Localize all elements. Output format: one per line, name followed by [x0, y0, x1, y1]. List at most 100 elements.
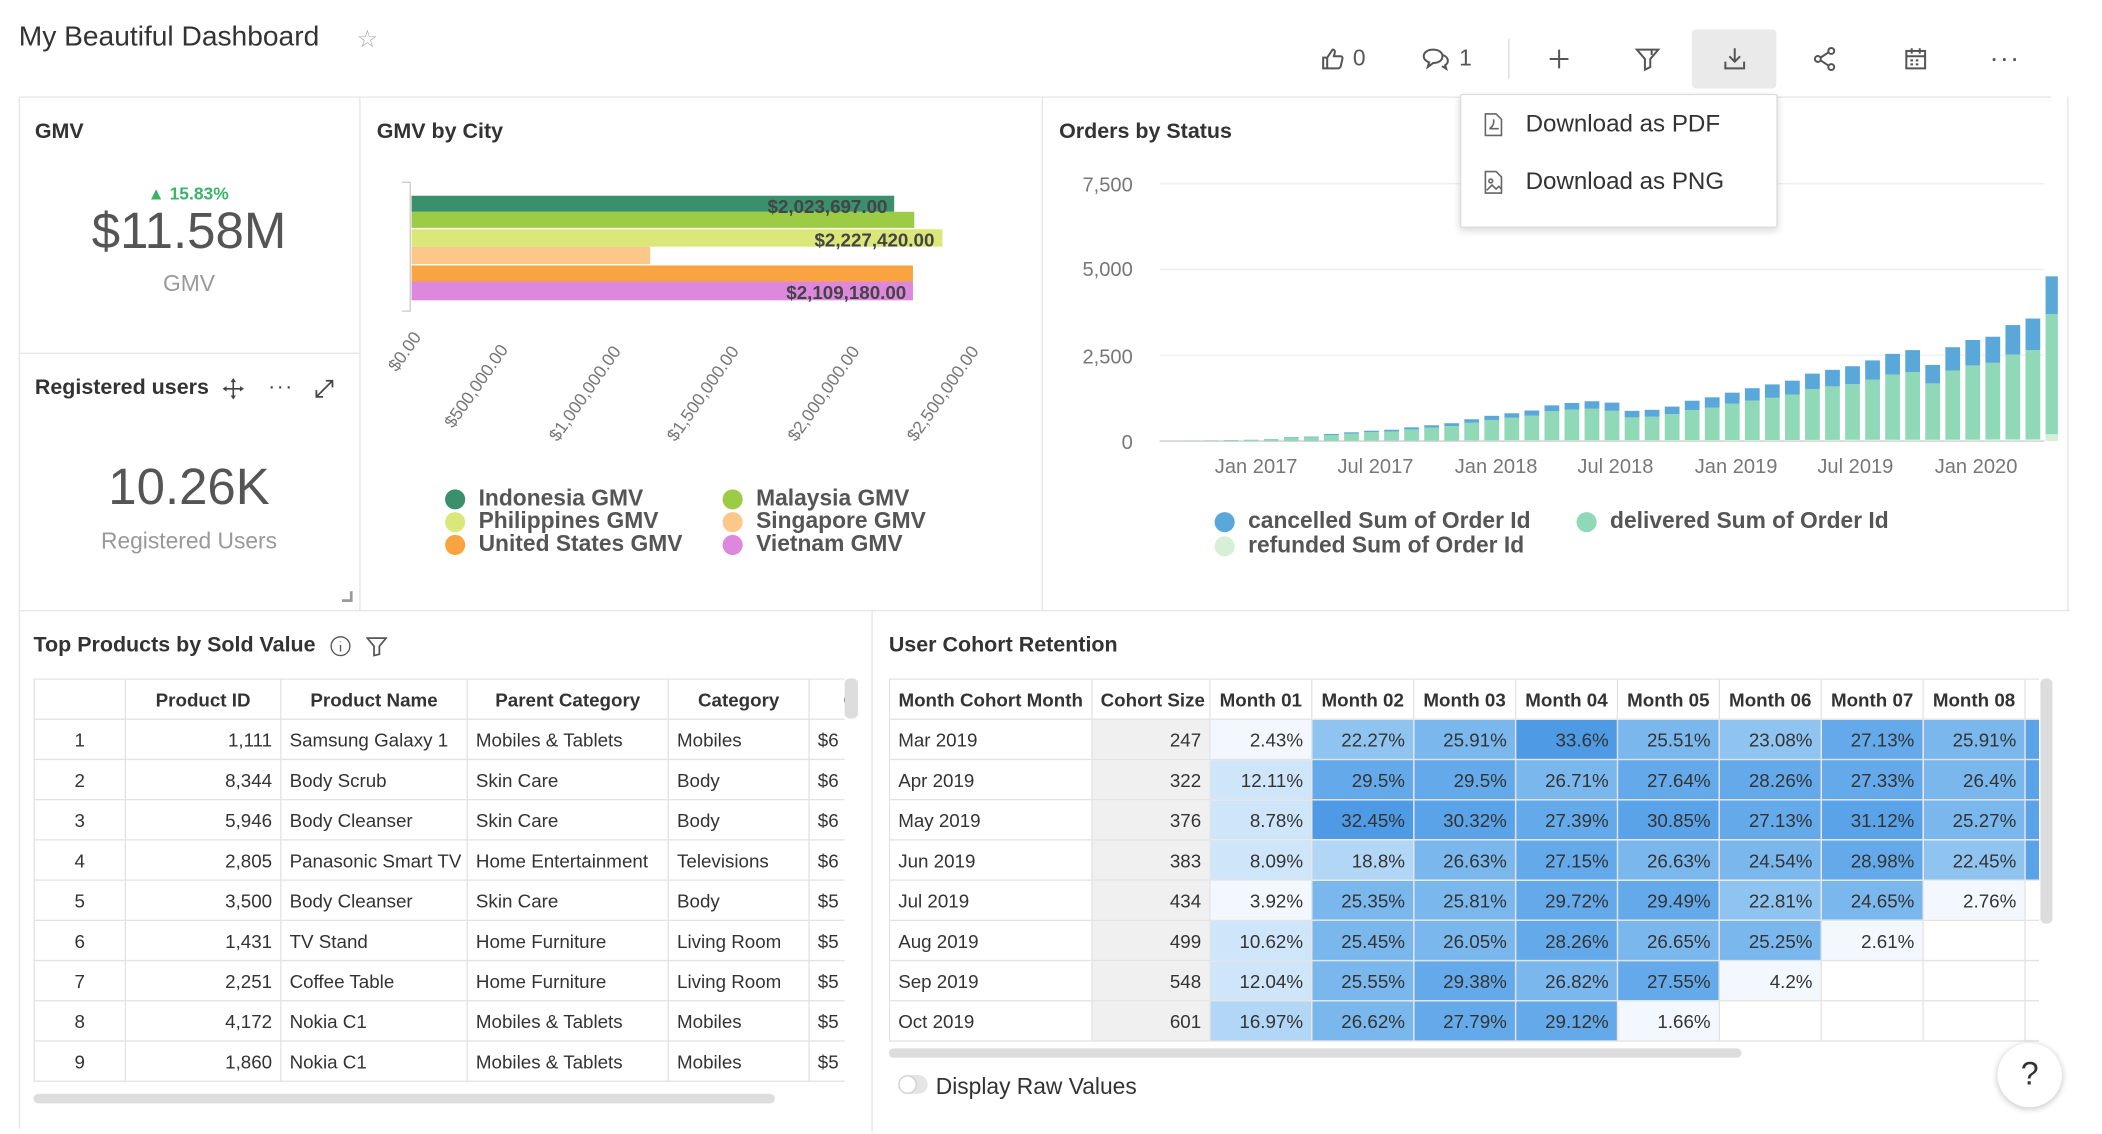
- bar-delivered: [1925, 383, 1941, 440]
- legend-refunded[interactable]: refunded Sum of Order Id: [1214, 533, 1531, 558]
- table-row[interactable]: 4 2,805 Panasonic Smart TV Home Entertainme…: [33, 839, 845, 881]
- cohort-scrollbar[interactable]: [888, 1048, 1742, 1058]
- filter-button[interactable]: [1603, 29, 1693, 88]
- bar-cancelled: [1364, 430, 1379, 433]
- table-row[interactable]: 2 8,344 Body Scrub Skin Care Body $6: [33, 758, 845, 801]
- bar-indonesia: [411, 195, 895, 212]
- table-row[interactable]: Oct 2019 601 16.97% 26.62% 27.79% 29.12% 1.66%: [888, 1000, 2040, 1042]
- bar-refunded: [1925, 439, 1941, 442]
- download-png-item[interactable]: Download as PNG: [1461, 153, 1776, 211]
- cohort-cell: [1718, 1000, 1822, 1042]
- products-filter-icon[interactable]: [365, 635, 388, 663]
- download-menu: Download as PDF Download as PNG: [1459, 93, 1778, 228]
- legend-delivered[interactable]: delivered Sum of Order Id: [1576, 509, 1889, 533]
- resize-handle[interactable]: [341, 591, 353, 602]
- table-row[interactable]: 5 3,500 Body Cleanser Skin Care Body $5: [33, 879, 845, 921]
- cohort-col-header[interactable]: Month Cohort Month: [888, 678, 1093, 720]
- cohort-col-header[interactable]: Month 06: [1718, 678, 1822, 720]
- cohort-col-header[interactable]: M: [2024, 678, 2040, 720]
- download-button[interactable]: [1692, 29, 1777, 89]
- table-row[interactable]: Mar 2019 247 2.43% 22.27% 25.91% 33.6% 25.51% 2…: [888, 718, 2040, 761]
- bar-refunded: [1464, 440, 1480, 442]
- table-cell: 3,500: [124, 879, 282, 921]
- raw-values-label: Display Raw Values: [935, 1073, 1137, 1100]
- cohort-col-header[interactable]: Cohort Size: [1091, 678, 1211, 720]
- raw-values-toggle[interactable]: [898, 1075, 928, 1094]
- table-cell: 3: [33, 798, 127, 841]
- download-pdf-item[interactable]: Download as PDF: [1461, 95, 1776, 153]
- add-button[interactable]: [1516, 29, 1603, 88]
- products-col-header[interactable]: [33, 678, 127, 720]
- info-icon[interactable]: [330, 635, 351, 663]
- cohort-cell: 2.43%: [1209, 718, 1313, 761]
- cohort-vscroll[interactable]: [2040, 678, 2053, 924]
- products-col-header[interactable]: G: [808, 678, 845, 720]
- users-more-icon[interactable]: ···: [268, 375, 294, 399]
- bar-refunded: [1644, 440, 1660, 442]
- bar-delivered: [1344, 433, 1359, 441]
- bar-delivered: [1243, 439, 1259, 442]
- cohort-col-header[interactable]: Month 01: [1209, 678, 1313, 720]
- cohort-cell: 16.97%: [1209, 1000, 1313, 1042]
- table-cell: Televisions: [667, 839, 810, 881]
- comments-button[interactable]: 1: [1390, 29, 1503, 88]
- move-icon[interactable]: [222, 378, 244, 406]
- table-row[interactable]: Apr 2019 322 12.11% 29.5% 29.5% 26.71% 27.64% 2…: [888, 758, 2040, 801]
- legend-indonesia[interactable]: Indonesia GMV: [445, 487, 682, 510]
- xtick-jan-2018: Jan 2018: [1455, 456, 1538, 478]
- bar-cancelled: [1764, 384, 1780, 398]
- cohort-cell: Mar 2019: [888, 718, 1093, 761]
- table-row[interactable]: 7 2,251 Coffee Table Home Furniture Living R…: [33, 959, 845, 1002]
- table-cell: 1,111: [124, 718, 282, 761]
- bar-malaysia: [411, 211, 915, 228]
- bar-delivered: [1283, 437, 1299, 442]
- cohort-cell: 434: [1091, 879, 1211, 921]
- bar-delivered: [2045, 314, 2061, 435]
- legend-vietnam[interactable]: Vietnam GMV: [722, 532, 926, 556]
- products-col-header[interactable]: Category: [667, 678, 810, 720]
- legend-cancelled[interactable]: cancelled Sum of Order Id: [1214, 509, 1531, 533]
- products-vscroll[interactable]: [844, 678, 858, 719]
- cohort-col-header[interactable]: Month 03: [1412, 678, 1517, 720]
- bar-delivered: [2025, 350, 2041, 440]
- table-row[interactable]: 9 1,860 Nokia C1 Mobiles & Tablets Mobiles $5: [33, 1040, 845, 1082]
- products-col-header[interactable]: Parent Category: [466, 678, 669, 720]
- bar-cancelled: [1564, 402, 1580, 410]
- products-col-header[interactable]: Product ID: [124, 678, 282, 720]
- table-row[interactable]: 8 4,172 Nokia C1 Mobiles & Tablets Mobiles $5: [33, 1000, 845, 1042]
- more-options-button[interactable]: ···: [1989, 43, 2021, 74]
- legend-philippines[interactable]: Philippines GMV: [445, 509, 682, 533]
- legend-united-states[interactable]: United States GMV: [445, 532, 682, 556]
- cohort-col-header[interactable]: Month 02: [1311, 678, 1415, 720]
- cohort-cell: 2.76%: [1922, 879, 2026, 921]
- table-cell: Coffee Table: [280, 959, 468, 1002]
- xtick-jul-2019: Jul 2019: [1817, 456, 1893, 478]
- table-cell: 7: [33, 959, 127, 1002]
- table-row[interactable]: 6 1,431 TV Stand Home Furniture Living Room $…: [33, 919, 845, 962]
- like-button[interactable]: 0: [1295, 29, 1390, 88]
- cohort-col-header[interactable]: Month 08: [1922, 678, 2026, 720]
- table-row[interactable]: Aug 2019 499 10.62% 25.45% 26.05% 28.26% 26.65…: [888, 919, 2040, 962]
- xtick-jul-2018: Jul 2018: [1577, 456, 1653, 478]
- legend-malaysia[interactable]: Malaysia GMV: [722, 487, 926, 510]
- expand-icon[interactable]: [314, 378, 335, 406]
- table-row[interactable]: Jul 2019 434 3.92% 25.35% 25.81% 29.72% 29.49%…: [888, 879, 2040, 921]
- schedule-button[interactable]: [1872, 29, 1959, 88]
- table-row[interactable]: 3 5,946 Body Cleanser Skin Care Body $6: [33, 798, 845, 841]
- cohort-col-header[interactable]: Month 05: [1616, 678, 1720, 720]
- cohort-col-header[interactable]: Month 04: [1514, 678, 1619, 720]
- help-button[interactable]: ?: [1997, 1042, 2062, 1108]
- cohort-col-header[interactable]: Month 07: [1820, 678, 1924, 720]
- table-row[interactable]: Jun 2019 383 8.09% 18.8% 26.63% 27.15% 26.63% 2…: [888, 839, 2040, 881]
- table-row[interactable]: 1 1,111 Samsung Galaxy 1 Mobiles & Tablets M…: [33, 718, 845, 761]
- table-row[interactable]: May 2019 376 8.78% 32.45% 30.32% 27.39% 30.85%…: [888, 798, 2040, 841]
- legend-singapore[interactable]: Singapore GMV: [722, 509, 926, 533]
- table-cell: Mobiles & Tablets: [466, 1040, 669, 1082]
- products-scrollbar[interactable]: [33, 1093, 775, 1104]
- bar-cancelled: [1624, 410, 1640, 418]
- products-col-header[interactable]: Product Name: [280, 678, 468, 720]
- bar-delivered: [1724, 403, 1740, 441]
- share-button[interactable]: [1777, 29, 1872, 88]
- favorite-star-icon[interactable]: ☆: [356, 25, 379, 53]
- table-row[interactable]: Sep 2019 548 12.04% 25.55% 29.38% 26.82% 27.55…: [888, 959, 2040, 1002]
